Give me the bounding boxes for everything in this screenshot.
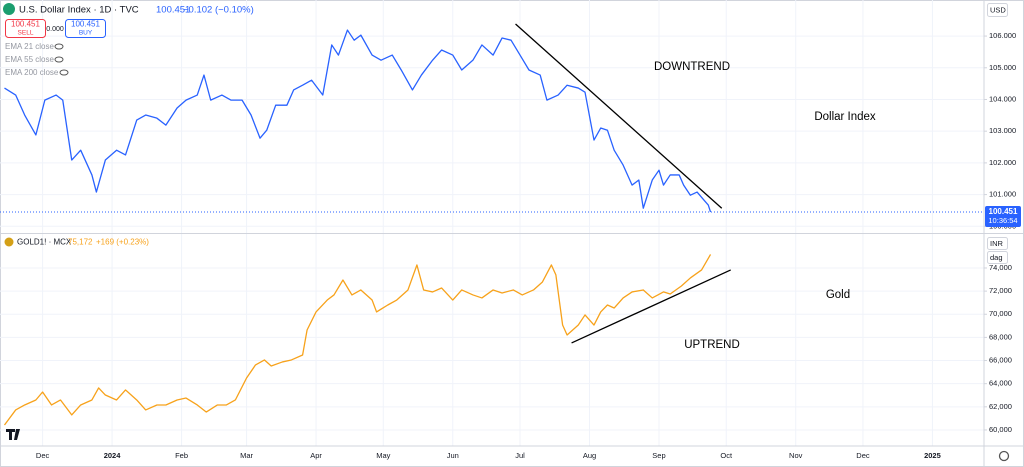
buy-button[interactable]: [65, 19, 106, 38]
y-tick-label: 106.000: [989, 31, 1016, 40]
last-price: 75,172: [68, 238, 93, 247]
currency-box[interactable]: [987, 3, 1008, 17]
price-line: [3, 254, 712, 426]
symbol-logo[interactable]: [4, 237, 14, 247]
price-tag-label: 100.451: [989, 207, 1018, 216]
currency[interactable]: INR: [990, 239, 1004, 248]
x-tick-label: 2025: [924, 451, 941, 460]
x-tick-label: May: [376, 451, 390, 460]
y-tick-label: 104.000: [989, 94, 1016, 103]
currency[interactable]: USD: [990, 5, 1006, 14]
symbol-title[interactable]: GOLD1! · MCX: [17, 238, 72, 247]
unit-box[interactable]: [987, 251, 1008, 264]
x-tick-label: Aug: [583, 451, 596, 460]
x-tick-label: Mar: [240, 451, 253, 460]
x-tick-label: Jun: [447, 451, 459, 460]
annotation: UPTREND: [684, 339, 740, 351]
y-tick-label: 60,000: [989, 425, 1012, 434]
buy-label[interactable]: BUY: [79, 30, 93, 37]
x-tick-label: Oct: [720, 451, 733, 460]
y-tick-label: 74,000: [989, 263, 1012, 272]
y-tick-label: 103.000: [989, 126, 1016, 135]
x-tick-label: Jul: [515, 451, 525, 460]
trend-line: [571, 269, 731, 344]
symbol-logo[interactable]: [3, 3, 15, 15]
y-tick-label: 62,000: [989, 402, 1012, 411]
last-price: 100.451: [156, 5, 190, 16]
x-tick-label: Apr: [310, 451, 322, 460]
countdown: 10:36:54: [988, 216, 1017, 225]
sell-button[interactable]: [5, 19, 46, 38]
y-tick-label: 72,000: [989, 286, 1012, 295]
y-tick-label: 64,000: [989, 379, 1012, 388]
indicator-label[interactable]: EMA 200 close: [5, 68, 59, 77]
price-line: [4, 29, 712, 213]
x-tick-label: Dec: [856, 451, 870, 460]
indicator-label[interactable]: EMA 21 close: [5, 42, 54, 51]
y-tick-label: 70,000: [989, 309, 1012, 318]
currency-box[interactable]: [987, 237, 1008, 250]
visibility-icon[interactable]: [54, 43, 64, 50]
unit[interactable]: dag: [990, 253, 1003, 262]
price-change: −0.102 (−0.10%): [183, 5, 254, 16]
symbol-title[interactable]: U.S. Dollar Index · 1D · TVC: [19, 5, 139, 16]
buy-price[interactable]: 100.451: [71, 20, 100, 29]
x-tick-label: Dec: [36, 451, 50, 460]
trend-line: [515, 23, 723, 209]
annotation: Gold: [826, 289, 850, 301]
y-tick-label: 102.000: [989, 158, 1016, 167]
settings-icon[interactable]: [998, 450, 1010, 462]
visibility-icon[interactable]: [59, 69, 69, 76]
x-tick-label: Nov: [789, 451, 803, 460]
y-tick-label: 68,000: [989, 332, 1012, 341]
x-tick-label: Sep: [652, 451, 665, 460]
plot: [0, 23, 984, 426]
tradingview-logo[interactable]: [6, 429, 20, 440]
spread: 0.000: [46, 26, 64, 33]
price-change: +169 (+0.23%): [96, 238, 149, 247]
y-tick-label: 101.000: [989, 190, 1016, 199]
x-tick-label: Feb: [175, 451, 188, 460]
x-tick-label: 2024: [104, 451, 122, 460]
sell-price[interactable]: 100.451: [11, 20, 40, 29]
annotation: Dollar Index: [814, 111, 876, 123]
annotation: DOWNTREND: [654, 61, 730, 73]
sell-label[interactable]: SELL: [18, 30, 34, 37]
y-tick-label: 66,000: [989, 356, 1012, 365]
grid: [0, 0, 984, 446]
y-tick-label: 105.000: [989, 63, 1016, 72]
price-tag: [985, 205, 1021, 227]
indicator-label[interactable]: EMA 55 close: [5, 55, 54, 64]
visibility-icon[interactable]: [54, 56, 64, 63]
